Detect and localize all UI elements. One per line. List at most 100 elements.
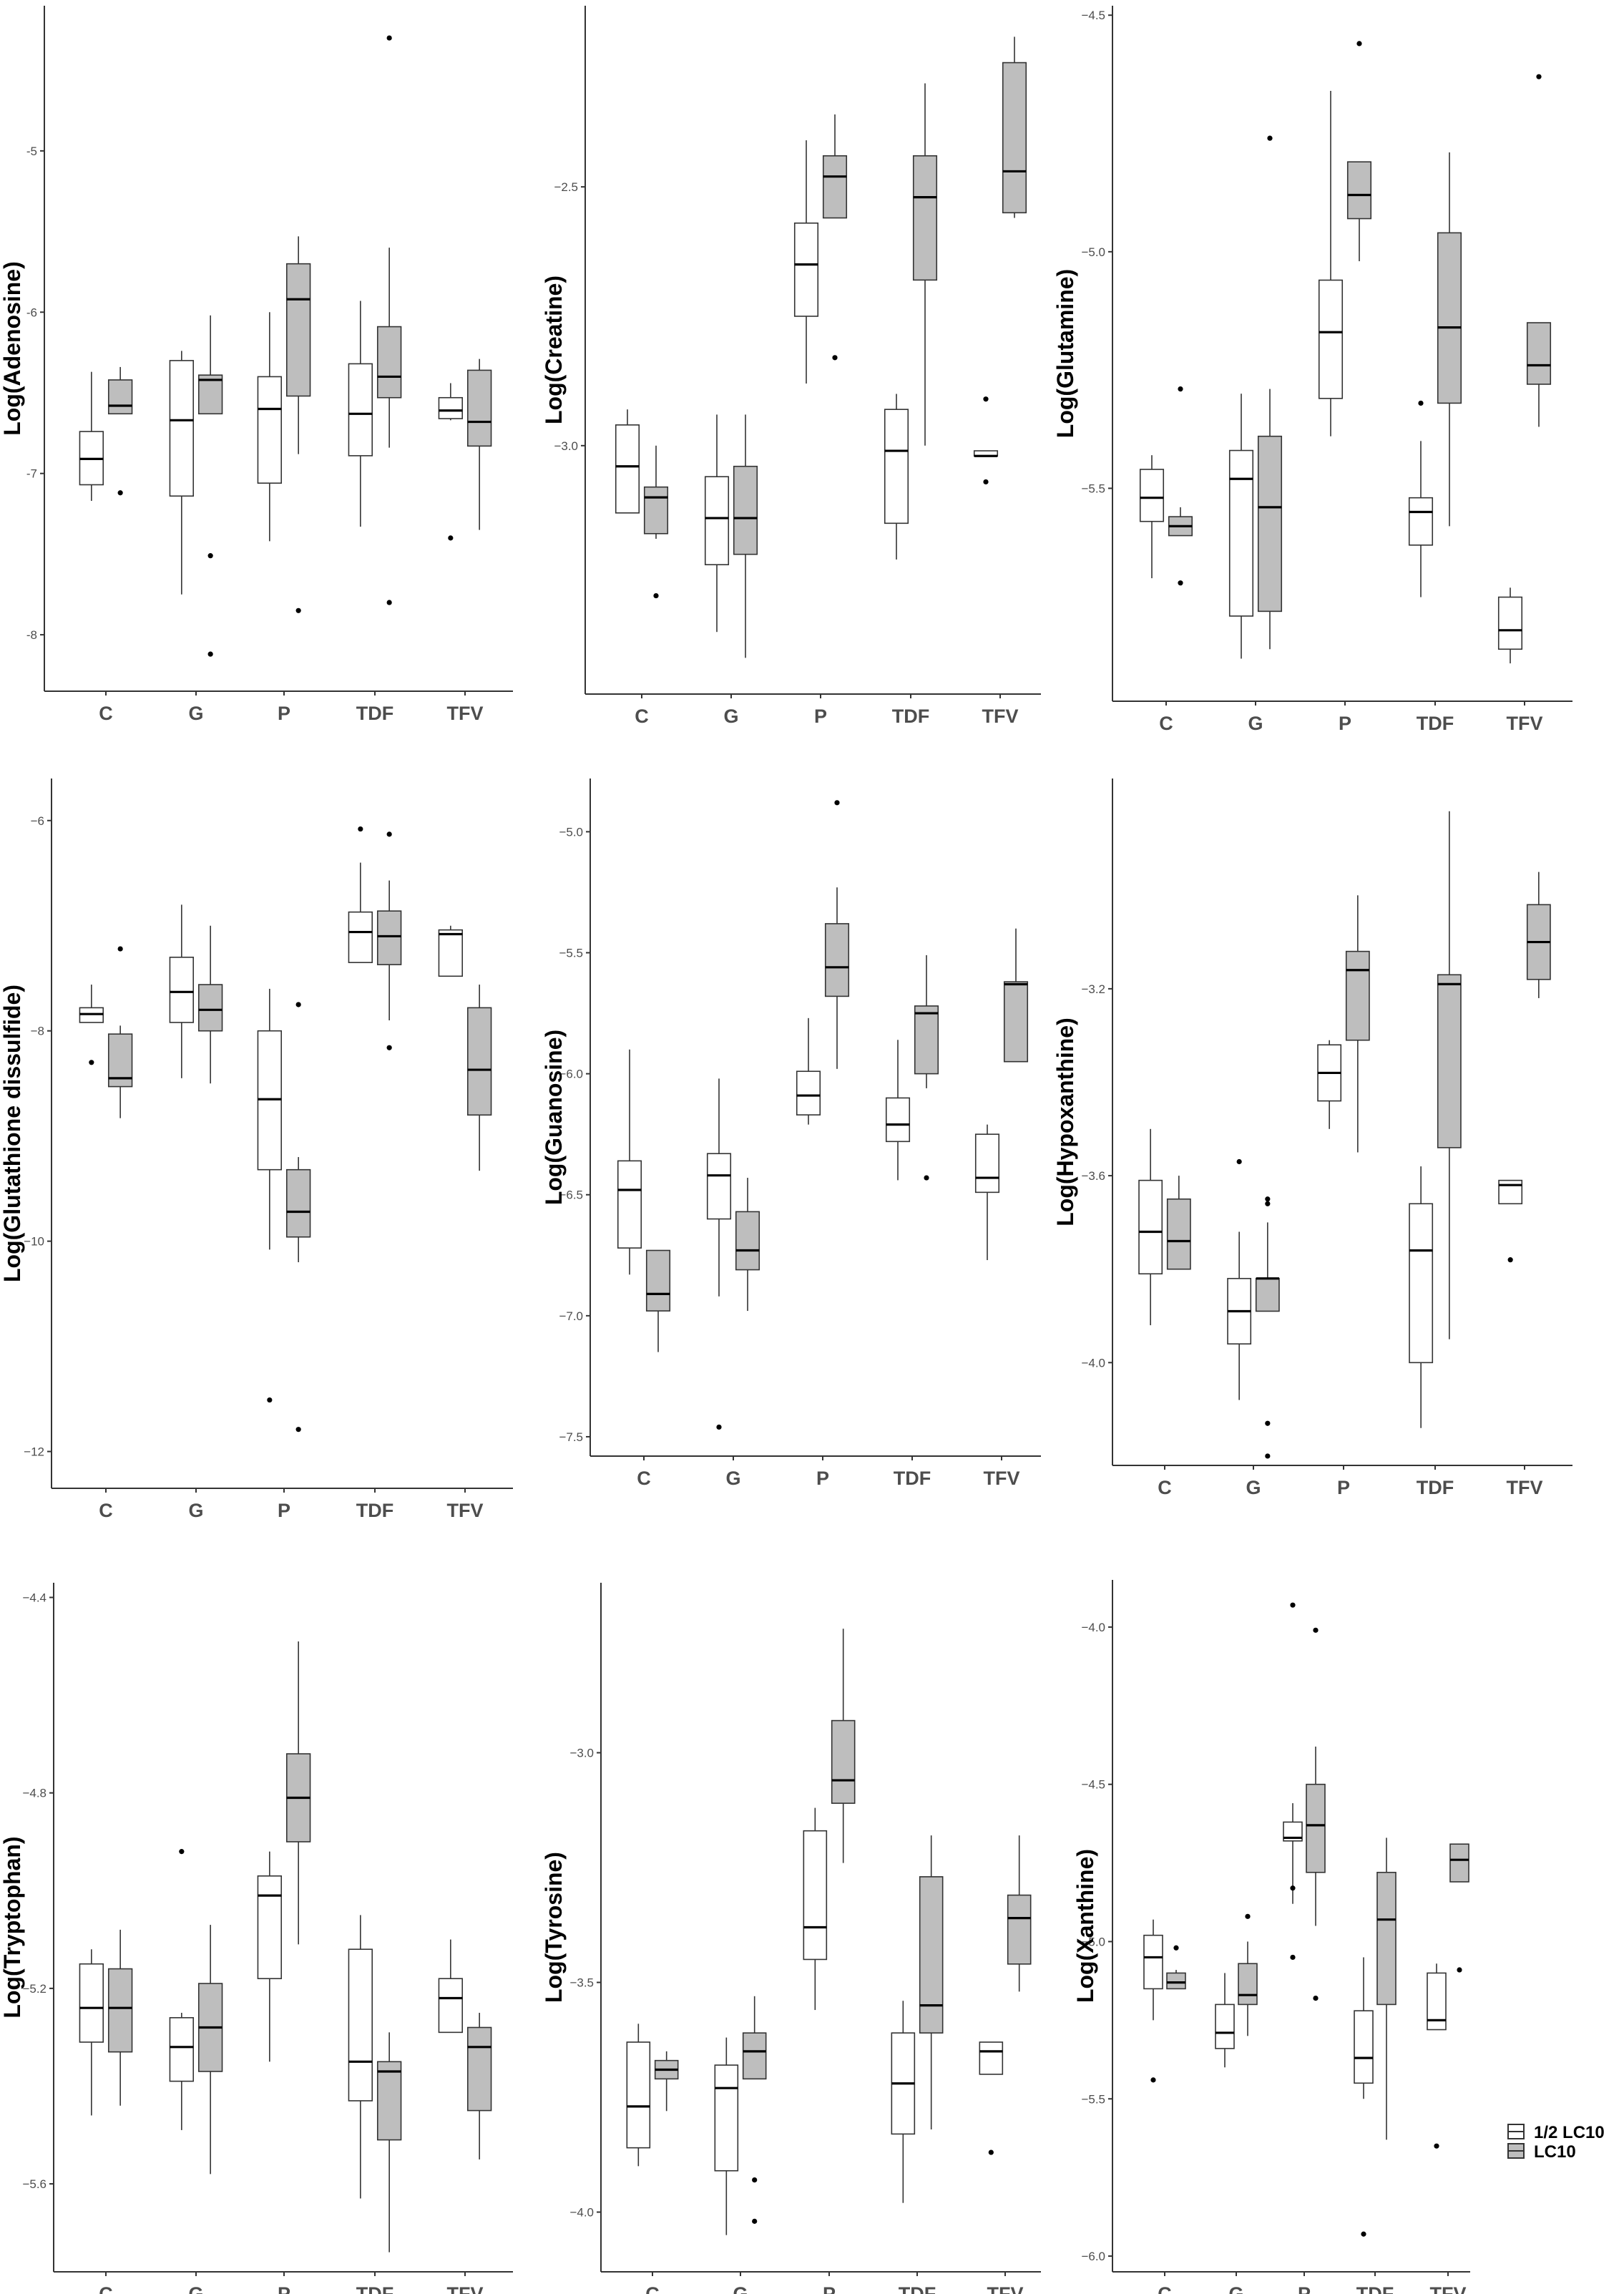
y-tick-label: −4.4 xyxy=(22,1591,47,1604)
x-tick-label-c: C xyxy=(1159,713,1173,734)
iqr-box xyxy=(919,1876,944,2034)
iqr-box xyxy=(466,369,492,447)
y-tick-label: −6.0 xyxy=(559,1068,583,1081)
box-lc10-p xyxy=(285,1002,311,1432)
box-half-lc10-tfv xyxy=(1498,1179,1523,1263)
box-half-lc10-tdf xyxy=(348,301,373,527)
iqr-box xyxy=(796,1070,821,1116)
y-tick-label: −8 xyxy=(31,1025,44,1038)
box-lc10-tdf xyxy=(376,35,402,605)
outlier-point xyxy=(295,1002,301,1007)
iqr-box xyxy=(257,1875,283,1980)
outlier-point xyxy=(1313,1627,1319,1633)
outlier-point xyxy=(1178,386,1183,392)
box-half-lc10-tfv xyxy=(438,383,464,541)
box-lc10-tdf xyxy=(912,83,938,446)
box-half-lc10-c xyxy=(79,1949,104,2116)
iqr-box xyxy=(974,1133,1000,1194)
iqr-box xyxy=(831,1719,856,1804)
x-tick-label-p: P xyxy=(1337,1477,1350,1498)
box-half-lc10-tfv xyxy=(979,2041,1004,2155)
x-tick-label-g: G xyxy=(725,1468,740,1489)
outlier-point xyxy=(89,1060,94,1065)
box-lc10-p xyxy=(285,1641,311,1945)
box-half-lc10-g xyxy=(714,2037,739,2235)
y-tick-label: −4.0 xyxy=(1081,1356,1105,1370)
iqr-box xyxy=(438,1978,464,2034)
iqr-box xyxy=(1497,596,1523,650)
box-half-lc10-tdf xyxy=(1408,400,1434,597)
box-lc10-p xyxy=(285,236,311,613)
box-half-lc10-tdf xyxy=(348,1915,373,2199)
box-lc10-tfv xyxy=(1526,872,1551,998)
outlier-point xyxy=(179,1849,185,1855)
box-half-lc10-c xyxy=(1139,455,1165,579)
iqr-box xyxy=(912,155,938,281)
x-tick-label-c: C xyxy=(99,2283,113,2294)
y-tick-label: −5.5 xyxy=(559,947,583,960)
iqr-box xyxy=(704,476,730,565)
box-lc10-c xyxy=(107,366,133,496)
iqr-box xyxy=(733,465,758,555)
iqr-box xyxy=(348,363,373,457)
y-tick-label: −4.0 xyxy=(1081,1621,1105,1634)
outlier-point xyxy=(752,2177,758,2183)
x-tick-label-p: P xyxy=(278,703,290,724)
panel-4: −12 −10 −8 −6 C G P TDF TFV Log(Glutathione dissu… xyxy=(0,779,513,1521)
y-tick-label: −3.5 xyxy=(569,1976,594,1990)
box-half-lc10-g xyxy=(1227,1158,1252,1400)
y-tick-label: -6 xyxy=(26,306,37,319)
iqr-box xyxy=(285,1168,311,1238)
box-half-lc10-tfv xyxy=(1497,587,1523,664)
box-lc10-g xyxy=(735,1178,760,1312)
outlier-point xyxy=(386,600,392,605)
box-half-lc10-c xyxy=(626,2024,651,2167)
outlier-point xyxy=(1457,1967,1462,1973)
box-lc10-tfv xyxy=(1003,928,1029,1063)
outlier-point xyxy=(1265,1201,1271,1206)
box-lc10-p xyxy=(1345,895,1370,1153)
y-tick-label: −5.5 xyxy=(1081,2092,1105,2106)
outlier-point xyxy=(1265,1453,1271,1459)
outlier-point xyxy=(1173,1945,1179,1951)
x-tick-label-tfv: TFV xyxy=(1507,713,1543,734)
y-tick-label: −12 xyxy=(24,1445,44,1459)
iqr-box xyxy=(803,1830,828,1961)
box-half-lc10-g xyxy=(706,1078,732,1430)
y-tick-label: −5.2 xyxy=(22,1982,47,1996)
iqr-box xyxy=(169,2017,195,2082)
iqr-box xyxy=(438,929,464,977)
iqr-box xyxy=(169,957,195,1023)
outlier-point xyxy=(386,831,392,837)
iqr-box xyxy=(643,486,669,535)
x-tick-label-p: P xyxy=(278,2283,290,2294)
x-tick-label-g: G xyxy=(1246,1477,1261,1498)
box-half-lc10-p xyxy=(1317,1040,1342,1129)
iqr-box xyxy=(1409,1203,1434,1364)
box-lc10-tfv xyxy=(466,358,492,530)
box-half-lc10-p xyxy=(1283,1602,1303,1961)
outlier-point xyxy=(1361,2231,1366,2237)
box-half-lc10-tdf xyxy=(1409,1166,1434,1428)
x-tick-label-g: G xyxy=(733,2283,748,2294)
iqr-box xyxy=(1166,1972,1186,1990)
box-lc10-g xyxy=(197,925,223,1084)
x-tick-label-c: C xyxy=(635,706,649,727)
y-tick-label: −10 xyxy=(24,1235,44,1249)
iqr-box xyxy=(107,1968,133,2053)
iqr-box xyxy=(615,424,640,514)
iqr-box xyxy=(1437,974,1462,1148)
outlier-point xyxy=(983,479,989,485)
x-tick-label-tdf: TDF xyxy=(892,706,929,727)
box-half-lc10-p xyxy=(796,1017,821,1125)
panel-9: −6.0 −5.5 −5.0 −4.5 −4.0 C G P TDF TFV Log(Xanthin… xyxy=(1072,1580,1470,2294)
box-lc10-g xyxy=(1255,1196,1280,1459)
y-tick-label: -5 xyxy=(26,145,37,158)
box-lc10-p xyxy=(1306,1627,1326,2001)
box-lc10-g xyxy=(1238,1913,1258,2036)
iqr-box xyxy=(1003,981,1029,1063)
box-lc10-c xyxy=(654,2051,679,2112)
panel-6: −4.0 −3.6 −3.2 C G P TDF TFV Log(Hypoxanthine) xyxy=(1052,779,1572,1498)
box-half-lc10-p xyxy=(1318,91,1344,436)
box-lc10-p xyxy=(822,114,848,361)
